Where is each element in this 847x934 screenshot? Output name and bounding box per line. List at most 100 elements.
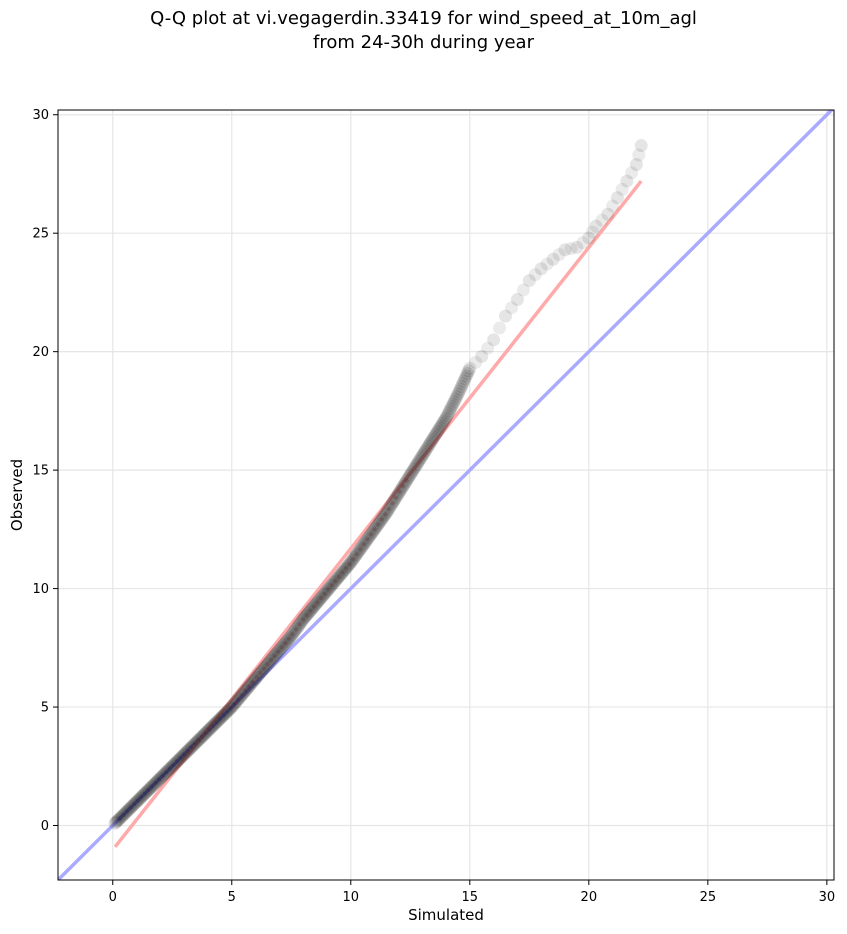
plot-frame [57, 109, 835, 881]
qq-point-285 [447, 394, 461, 408]
qq-point-139 [274, 642, 288, 656]
qq-point-25 [138, 787, 152, 801]
qq-point-tint-351 [189, 745, 194, 750]
qq-point-327 [625, 166, 639, 180]
qq-point-262 [420, 441, 434, 455]
qq-point-167 [307, 600, 321, 614]
qq-point-132 [265, 652, 279, 666]
qq-point-270 [429, 426, 443, 440]
y-tick-label-0: 0 [41, 819, 49, 834]
qq-point-217 [366, 524, 380, 538]
qq-point-186 [330, 573, 344, 587]
qq-point-0 [108, 816, 122, 830]
qq-point-tint-359 [217, 716, 222, 721]
qq-point-tint-334 [128, 805, 133, 810]
qq-point-302 [487, 333, 501, 347]
qq-point-315 [564, 242, 578, 256]
qq-point-294 [458, 372, 472, 386]
qq-point-257 [414, 451, 428, 465]
qq-point-45 [162, 763, 176, 777]
qq-point-tint-388 [297, 622, 302, 627]
qq-point-tint-353 [196, 738, 201, 743]
qq-point-326 [620, 174, 634, 188]
qq-point-304 [499, 309, 513, 323]
qq-point-141 [276, 639, 290, 653]
qq-point-39 [155, 770, 169, 784]
qq-point-51 [169, 756, 183, 770]
qq-point-tint-411 [379, 517, 384, 522]
qq-point-322 [601, 207, 615, 221]
qq-point-168 [308, 598, 322, 612]
qq-point-tint-414 [390, 501, 395, 506]
qq-point-tint-405 [358, 547, 363, 552]
qq-point-37 [152, 772, 166, 786]
qq-point-247 [402, 470, 416, 484]
qq-point-tint-406 [361, 542, 366, 547]
qq-point-311 [540, 257, 554, 271]
qq-point-306 [510, 293, 524, 307]
qq-point-207 [354, 541, 368, 555]
qq-point-230 [382, 502, 396, 516]
qq-point-275 [435, 417, 449, 431]
y-tick-label-4: 20 [32, 345, 49, 360]
qq-point-114 [244, 677, 258, 691]
qq-point-tint-364 [235, 697, 240, 702]
qq-point-328 [629, 157, 643, 171]
qq-point-77 [200, 725, 214, 739]
qq-point-10 [120, 804, 134, 818]
qq-point-276 [437, 415, 451, 429]
qq-point-248 [403, 468, 417, 482]
qq-point-159 [297, 611, 311, 625]
qq-point-184 [327, 575, 341, 589]
qq-point-249 [404, 466, 418, 480]
qq-point-287 [450, 390, 464, 404]
qq-point-34 [149, 776, 163, 790]
qq-point-187 [331, 571, 345, 585]
qq-point-63 [183, 742, 197, 756]
qq-point-149 [285, 627, 299, 641]
qq-point-110 [239, 683, 253, 697]
qq-point-12 [122, 802, 136, 816]
qq-point-290 [453, 382, 467, 396]
qq-point-22 [134, 790, 148, 804]
qq-point-175 [316, 588, 330, 602]
qq-point-tint-339 [146, 787, 151, 792]
qq-point-49 [166, 758, 180, 772]
qq-point-188 [332, 570, 346, 584]
qq-point-201 [347, 551, 361, 565]
qq-point-tint-348 [178, 755, 183, 760]
qq-point-tint-337 [139, 795, 144, 800]
qq-point-108 [237, 686, 251, 700]
qq-point-55 [174, 751, 188, 765]
qq-point-tint-355 [203, 731, 208, 736]
qq-point-310 [534, 262, 548, 276]
qq-point-66 [187, 738, 201, 752]
qq-point-250 [406, 464, 420, 478]
qq-point-52 [170, 755, 184, 769]
qq-point-179 [321, 583, 335, 597]
qq-point-206 [353, 542, 367, 556]
qq-point-80 [203, 721, 217, 735]
qq-point-94 [220, 705, 234, 719]
qq-point-tint-410 [376, 522, 381, 527]
qq-point-32 [146, 778, 160, 792]
qq-point-131 [264, 653, 278, 667]
qq-point-321 [595, 213, 609, 227]
qq-point-266 [425, 434, 439, 448]
qq-point-163 [302, 605, 316, 619]
qq-point-90 [215, 710, 229, 724]
qq-point-120 [251, 669, 265, 683]
qq-point-284 [446, 397, 460, 411]
qq-point-293 [457, 374, 471, 388]
qq-point-151 [288, 624, 302, 638]
qq-point-tint-380 [269, 658, 274, 663]
qq-point-tint-400 [340, 570, 345, 575]
qq-point-283 [445, 399, 459, 413]
x-tick-label-2: 10 [343, 890, 360, 905]
qq-point-70 [191, 733, 205, 747]
qq-point-62 [182, 743, 196, 757]
x-tick-label-4: 20 [581, 890, 598, 905]
qq-point-105 [233, 690, 247, 704]
qq-point-297 [462, 364, 476, 378]
qq-point-tint-356 [207, 727, 212, 732]
